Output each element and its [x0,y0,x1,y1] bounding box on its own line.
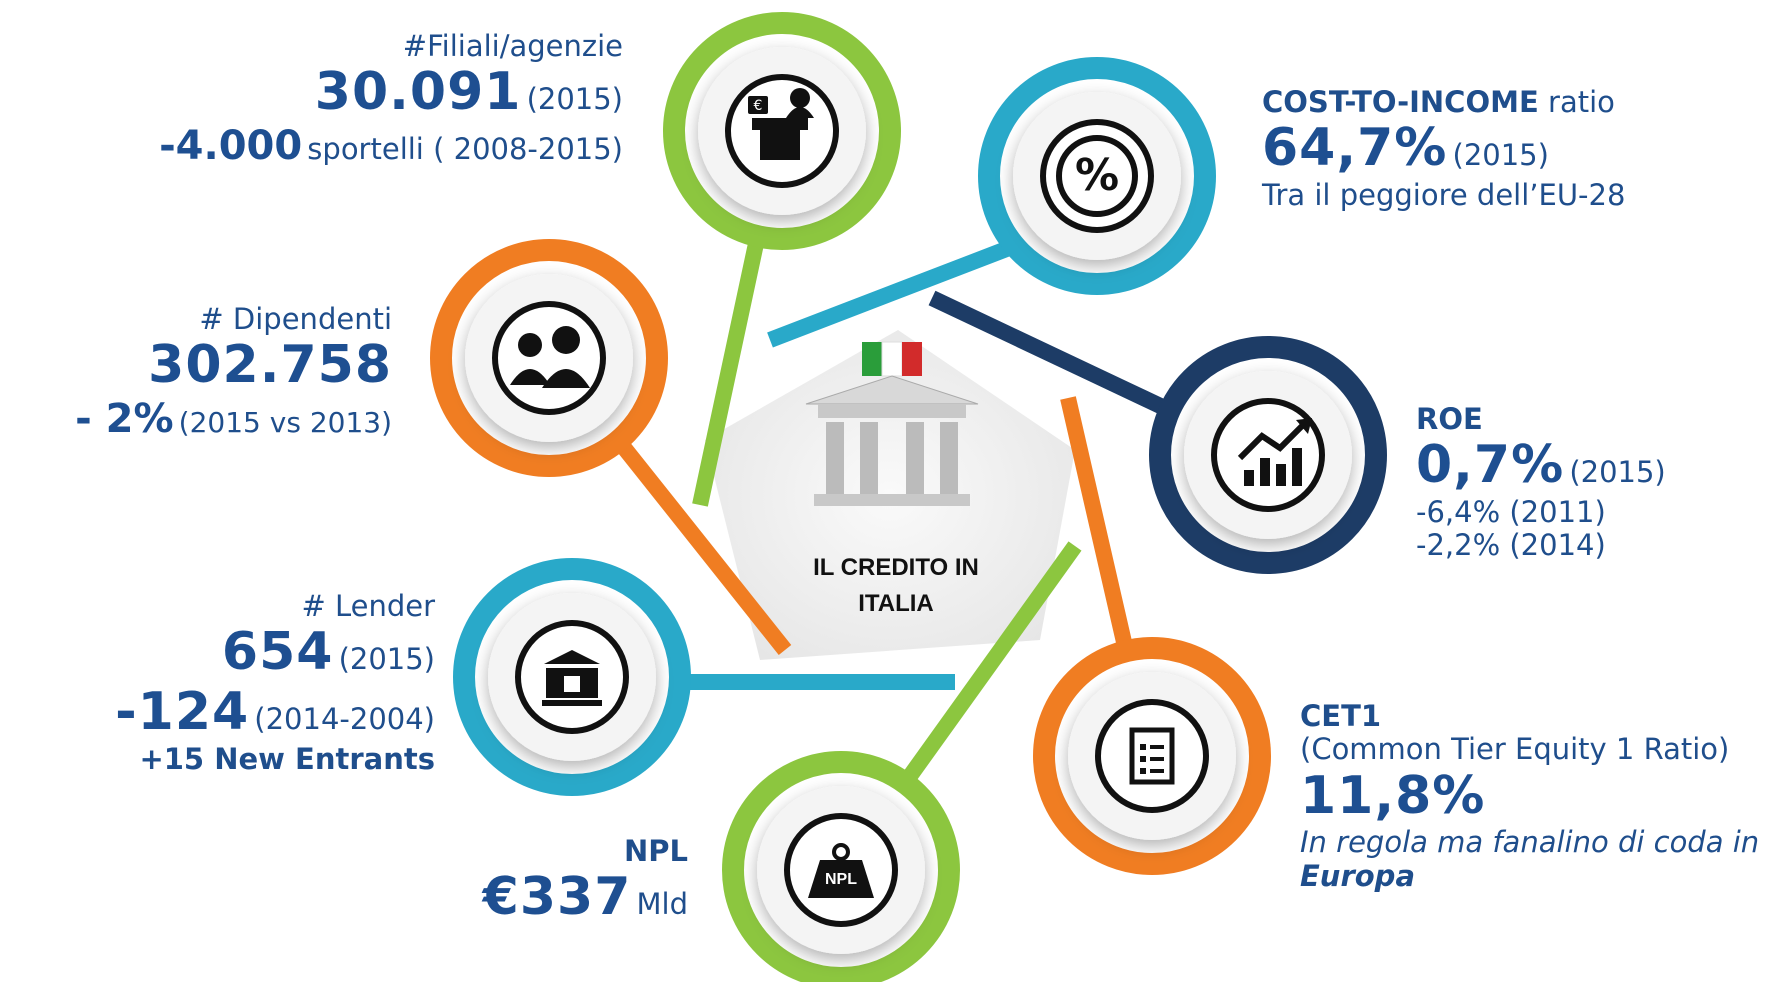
value: 0,7% [1416,435,1564,495]
npl-text: NPL €337 Mld [483,835,688,928]
value: 30.091 [315,62,522,122]
unit: Mld [637,887,689,921]
label: #Filiali/agenzie [159,30,623,63]
note: -6,4% (2011) [1416,496,1666,529]
lender-text: # Lender 654 (2015) -124 (2014-2004) +15… [115,590,435,776]
value: 654 [222,622,334,682]
value: 302.758 [148,335,392,395]
change: - 2% [75,396,173,442]
sublabel: (Common Tier Equity 1 Ratio) [1300,733,1760,766]
change: -4.000 [159,123,302,169]
label: ROE [1416,403,1666,436]
filiali-text: #Filiali/agenzie 30.091 (2015) -4.000 sp… [159,30,623,169]
svg-text:%: % [1075,150,1119,201]
infographic: € % NPL IL CREDITO IN ITALIA #Filiali/ag… [0,0,1783,982]
change-note: (2015 vs 2013) [179,406,392,439]
value: 11,8% [1300,766,1485,826]
center-label: IL CREDITO IN ITALIA [796,550,996,622]
ring [1044,648,1260,864]
value: €337 [483,867,632,927]
change: -124 [115,682,249,742]
year: (2015) [1453,138,1549,172]
label: NPL [483,835,688,868]
icon-text: € [754,98,763,114]
value: 64,7% [1262,118,1447,178]
year: (2015) [339,642,435,676]
label: # Dipendenti [75,303,392,336]
label: # Lender [115,590,435,623]
note: Tra il peggiore dell’EU-28 [1262,179,1625,212]
note-bold: Europa [1300,859,1415,893]
label: CET1 [1300,700,1760,733]
ring [1160,347,1376,563]
label-bold: COST-TO-INCOME [1262,85,1539,119]
year: (2015) [1569,455,1665,489]
note: -2,2% (2014) [1416,529,1666,562]
cet1-text: CET1 (Common Tier Equity 1 Ratio) 11,8% … [1300,700,1760,893]
change-note: sportelli ( 2008-2015) [307,132,623,166]
label-rest: ratio [1548,85,1615,119]
extra: +15 New Entrants [115,743,435,776]
cost-text: COST-TO-INCOME ratio 64,7% (2015) Tra il… [1262,86,1625,212]
change-note: (2014-2004) [254,702,435,736]
roe-text: ROE 0,7% (2015) -6,4% (2011) -2,2% (2014… [1416,403,1666,563]
icon-text: NPL [825,871,857,888]
ring [441,250,657,466]
note: In regola ma fanalino di coda in [1300,825,1759,859]
year: (2015) [527,82,623,116]
dipendenti-text: # Dipendenti 302.758 - 2% (2015 vs 2013) [75,303,392,442]
